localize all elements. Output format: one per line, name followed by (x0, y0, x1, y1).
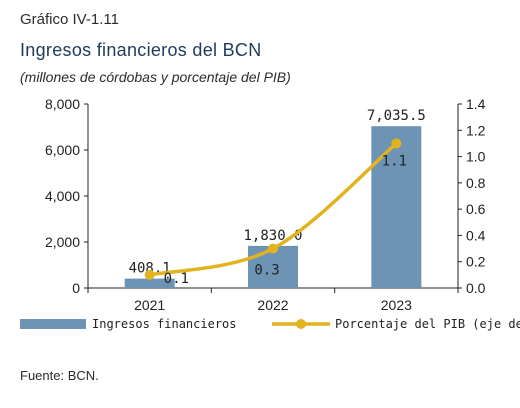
x-axis-tick-label: 2022 (257, 297, 288, 313)
figure-label: Gráfico IV-1.11 (20, 11, 119, 28)
x-axis-tick-label: 2021 (134, 297, 165, 313)
right-axis-tick-label: 0.6 (466, 201, 486, 217)
right-axis-tick-label: 0.2 (466, 254, 486, 270)
right-axis-tick-label: 0.0 (466, 280, 486, 296)
legend-swatch-bar (20, 319, 86, 329)
x-axis-tick-label: 2023 (381, 297, 412, 313)
line-data-label: 1.1 (382, 153, 407, 169)
right-axis-tick-label: 1.4 (466, 96, 486, 112)
line-point-porcentaje-pib (268, 243, 278, 254)
left-axis-tick-label: 6,000 (45, 142, 80, 158)
bar-data-label: 7,035.5 (367, 108, 426, 124)
right-axis-tick-label: 1.0 (466, 149, 486, 165)
line-data-label: 0.3 (254, 263, 279, 279)
right-axis-tick-label: 0.4 (466, 227, 486, 243)
legend-label-bar: Ingresos financieros (92, 317, 237, 331)
source-note: Fuente: BCN. (20, 368, 99, 383)
left-axis-tick-label: 8,000 (45, 96, 80, 112)
legend-swatch-line-marker (296, 319, 306, 329)
line-point-porcentaje-pib (391, 138, 402, 149)
bar-ingresos-financieros (124, 278, 175, 288)
left-axis-tick-label: 0 (72, 280, 80, 296)
left-axis-tick-label: 4,000 (45, 188, 80, 204)
line-point-porcentaje-pib (144, 269, 155, 280)
line-data-label: 0.1 (164, 271, 189, 287)
legend-label-line: Porcentaje del PIB (eje der.) (335, 317, 520, 331)
right-axis-tick-label: 0.8 (466, 175, 486, 191)
left-axis-tick-label: 2,000 (45, 234, 80, 250)
chart-title: Ingresos financieros del BCN (20, 40, 262, 60)
bar-ingresos-financieros (371, 126, 422, 288)
chart-subtitle: (millones de córdobas y porcentaje del P… (20, 69, 291, 85)
right-axis-tick-label: 1.2 (466, 122, 486, 138)
